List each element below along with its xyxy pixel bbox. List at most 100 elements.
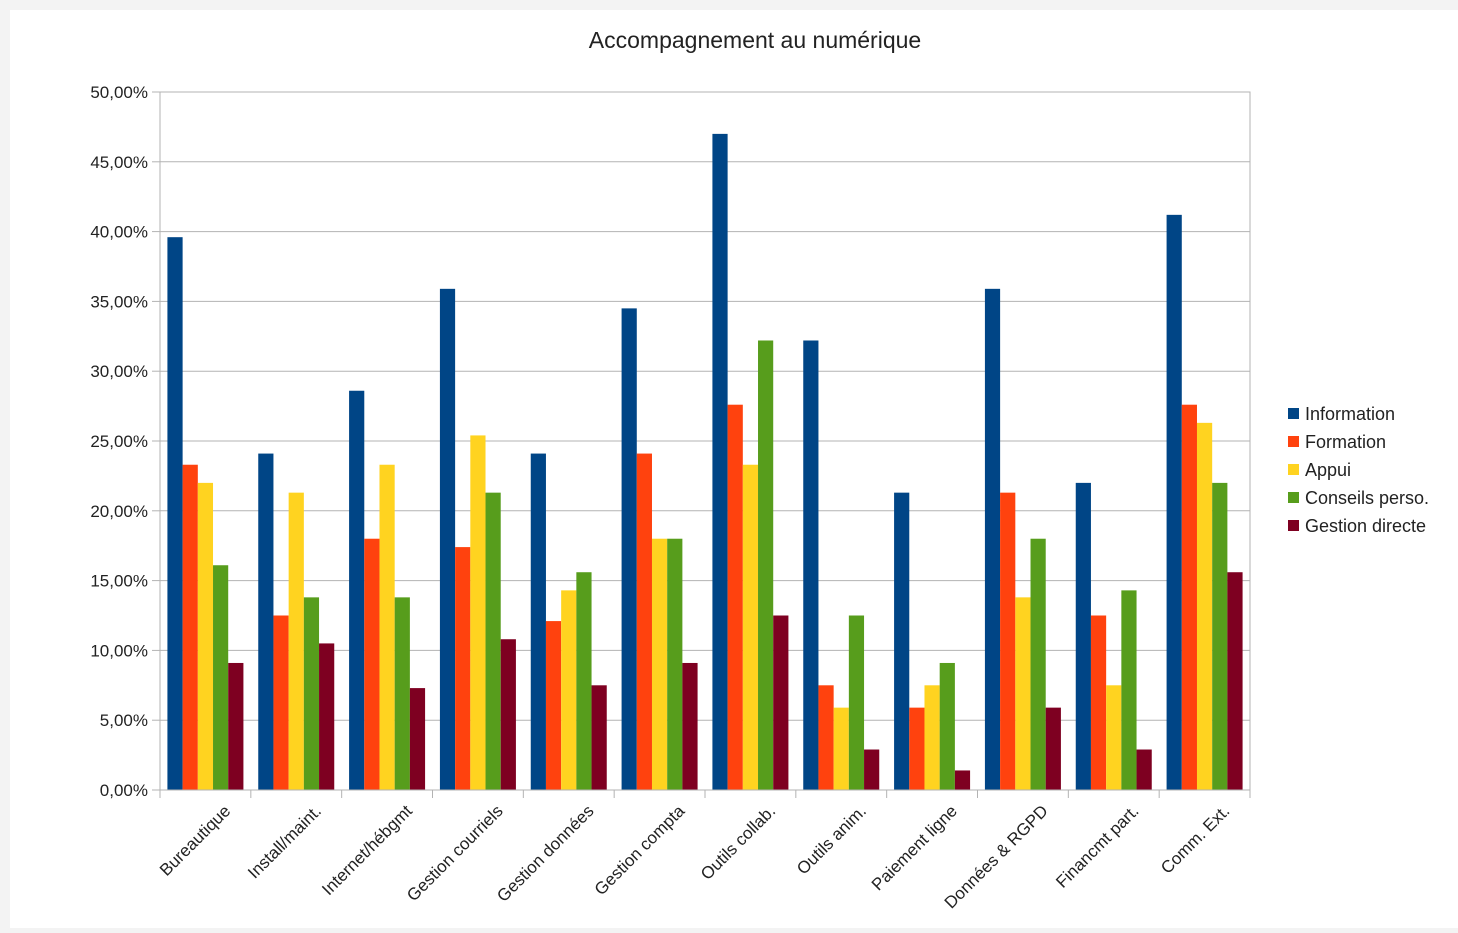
axes (159, 91, 1251, 791)
bar (924, 685, 940, 790)
legend-swatch (1288, 492, 1299, 503)
legend-item[interactable]: Formation (1288, 432, 1386, 452)
x-tick-labels: Bureautique Install/maint.Internet/hébgmt… (156, 801, 1233, 912)
legend-swatch (1288, 436, 1299, 447)
bar (1030, 538, 1046, 790)
legend-label: Formation (1305, 432, 1386, 452)
bars (167, 133, 1243, 790)
x-tick-label: Outils collab. (697, 801, 779, 883)
chart-frame: Accompagnement au numérique 0,00% 5,00% 10… (10, 10, 1458, 928)
x-tick-label: Comm. Ext. (1157, 801, 1233, 877)
legend-item[interactable]: Conseils perso. (1288, 488, 1429, 508)
bar (803, 340, 819, 790)
y-tick-label: 15,00% (90, 572, 148, 591)
legend-label: Gestion directe (1305, 516, 1426, 536)
bar (1136, 749, 1152, 790)
bar (500, 639, 516, 790)
bar (742, 464, 759, 790)
bar (984, 288, 1001, 790)
legend[interactable]: Information Formation Appui Conseils perso.… (1288, 404, 1429, 536)
y-tick-label: 0,00% (100, 781, 148, 800)
bar (712, 133, 728, 790)
x-tick-label: Internet/hébgmt (318, 801, 416, 899)
x-tick-label: Bureautique (156, 801, 234, 879)
y-tick-label: 30,00% (90, 362, 148, 381)
x-tick-label: Gestion courriels (403, 801, 507, 905)
x-tick-label: Gestion données (493, 801, 597, 905)
y-tick-label: 50,00% (90, 83, 148, 102)
bar (939, 662, 955, 790)
bar (1212, 482, 1228, 790)
bar (1181, 404, 1197, 790)
bar (485, 492, 501, 790)
bar (1045, 707, 1061, 790)
chart-title: Accompagnement au numérique (589, 27, 921, 53)
bar (182, 464, 198, 790)
x-tick-label: Gestion compta (591, 801, 689, 899)
bar (773, 615, 789, 790)
legend-swatch (1288, 464, 1299, 475)
x-tick-label: Outils anim. (793, 801, 870, 878)
legend-label: Appui (1305, 460, 1351, 480)
bar (758, 340, 774, 790)
bar (349, 390, 365, 790)
legend-swatch (1288, 408, 1299, 419)
bar (727, 404, 743, 790)
y-tick-label: 10,00% (90, 641, 148, 660)
bar (651, 538, 668, 790)
legend-item[interactable]: Appui (1288, 460, 1351, 480)
y-tick-labels: 0,00% 5,00% 10,00% 15,00% 20,00% 25,00% 30,00%… (90, 83, 148, 800)
x-tick-label: Install/maint. (244, 801, 325, 882)
bar (319, 643, 335, 790)
bar (1075, 482, 1091, 790)
bar (667, 538, 683, 790)
bar (1000, 492, 1016, 790)
bar (591, 685, 607, 790)
bar (864, 749, 880, 790)
bar (273, 615, 289, 790)
legend-item[interactable]: Information (1288, 404, 1395, 424)
bar (682, 662, 698, 790)
bar (409, 688, 426, 790)
bar (1227, 572, 1243, 790)
y-tick-label: 35,00% (90, 292, 148, 311)
bar (1090, 615, 1107, 790)
bar (894, 492, 910, 790)
x-tick-label: Financmt part. (1052, 801, 1142, 891)
bar (1106, 685, 1122, 790)
bar (394, 597, 410, 790)
y-tick-label: 25,00% (90, 432, 148, 451)
bar (848, 615, 865, 790)
bar (621, 308, 637, 790)
bar (818, 685, 834, 790)
bar (470, 435, 486, 790)
bar-chart: Accompagnement au numérique 0,00% 5,00% 10… (90, 27, 1429, 912)
bar (258, 453, 274, 790)
bar (576, 572, 592, 790)
bar (213, 565, 229, 790)
bar (1196, 422, 1213, 790)
bar (439, 288, 456, 790)
bar (455, 547, 471, 790)
x-tick-label: Paiement ligne (868, 801, 961, 894)
legend-swatch (1288, 520, 1299, 531)
plot-border (159, 91, 1251, 791)
bar (1166, 214, 1182, 790)
y-tick-label: 40,00% (90, 223, 148, 242)
bar (561, 590, 577, 790)
y-tick-label: 5,00% (100, 711, 148, 730)
bar (954, 770, 971, 790)
bar (288, 492, 304, 790)
legend-label: Information (1305, 404, 1395, 424)
y-tick-label: 20,00% (90, 502, 148, 521)
bar (1121, 590, 1137, 790)
bar (833, 707, 849, 790)
bar (303, 597, 320, 790)
legend-item[interactable]: Gestion directe (1288, 516, 1426, 536)
bar (909, 707, 925, 790)
y-tick-label: 45,00% (90, 153, 148, 172)
bar (197, 482, 214, 790)
bar (545, 621, 562, 790)
bar (1015, 597, 1031, 790)
legend-label: Conseils perso. (1305, 488, 1429, 508)
